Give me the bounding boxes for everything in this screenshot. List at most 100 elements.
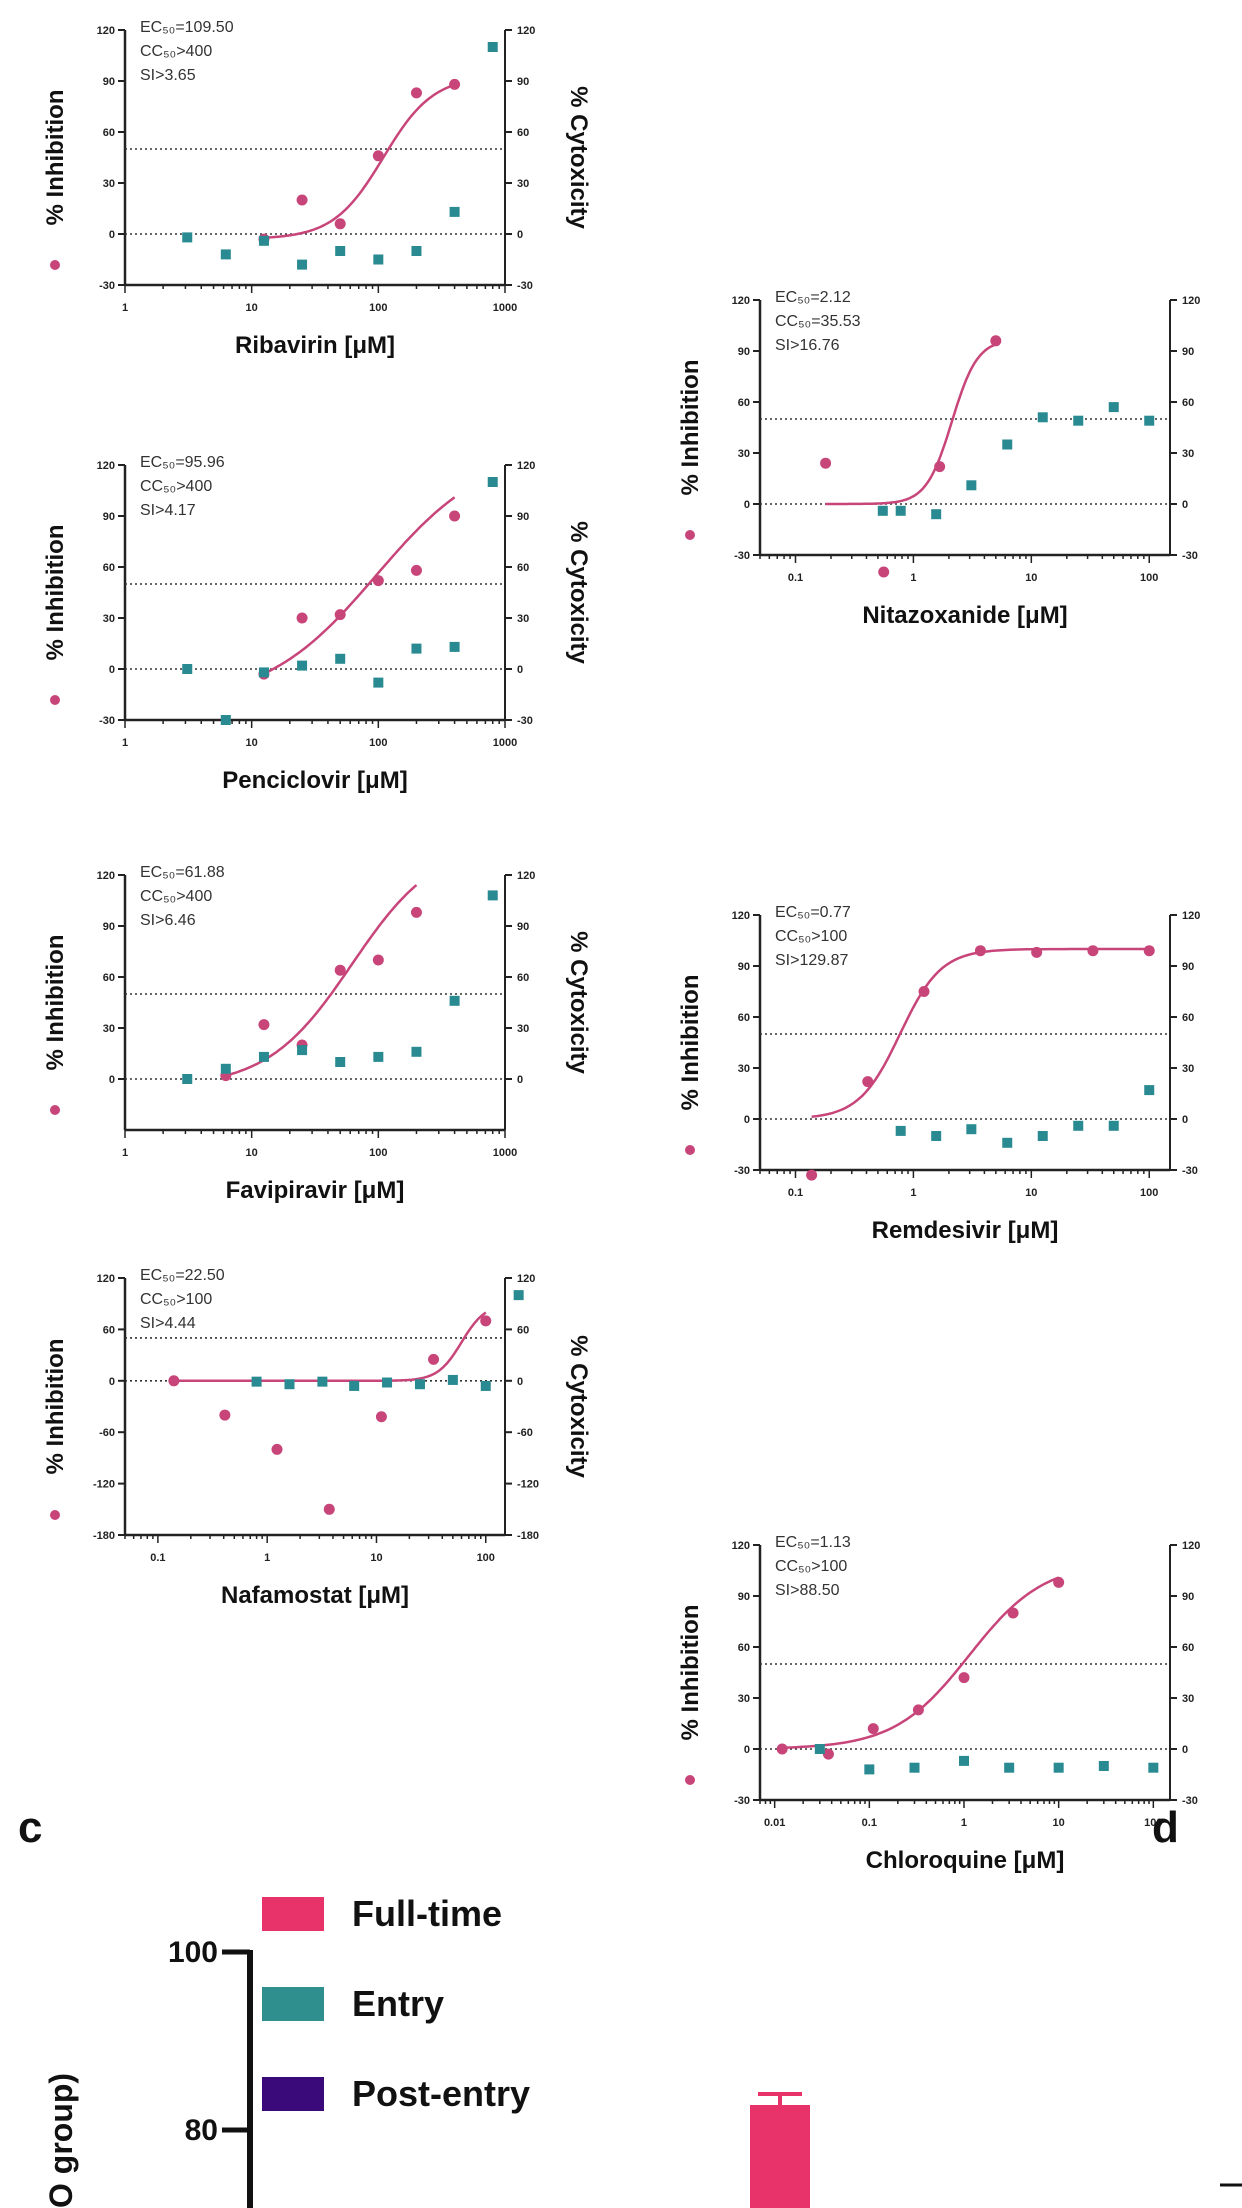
cytotoxicity-point [382,1377,393,1388]
y-tick-label-right: 60 [1182,1642,1194,1654]
cytotoxicity-point [411,1046,422,1057]
cytotoxicity-point [297,1045,308,1056]
inhibition-point [410,564,422,576]
fit-curve [263,83,456,239]
cytotoxicity-point [1004,1762,1015,1773]
cytotoxicity-point [411,643,422,654]
chart-chloroquine: -30 -30 0 0 30 30 60 60 90 90 120 120 0.01 0.1 1 10 100 E… [677,1534,1200,1874]
x-tick-label: 0.1 [788,1187,803,1199]
y-tick-label-left: 120 [97,1273,115,1285]
inhibition-legend-marker [685,530,695,540]
legend-label-entry: Entry [352,1983,444,2024]
fit-curve [825,343,997,506]
x-tick-label: 100 [369,737,387,749]
y-tick-label-right: 120 [1182,1540,1200,1552]
y-axis-label-left: % Inhibition [677,1605,704,1741]
x-tick-label: 1 [122,737,128,749]
cytotoxicity-point [966,480,977,491]
annotation-1: CC₅₀>400 [140,43,212,60]
cytotoxicity-point [931,509,942,520]
y-tick-label-left: -60 [99,1427,115,1439]
inhibition-legend-marker [685,1775,695,1785]
inhibition-legend-marker [50,260,60,270]
x-tick-label: 0.1 [862,1817,877,1829]
cytotoxicity-point [414,1379,425,1390]
annotation-2: SI>4.17 [140,502,196,519]
cytotoxicity-point [373,1051,384,1062]
y-tick-label-left: -30 [99,715,115,727]
cytotoxicity-point [449,641,460,652]
fit-curve [811,947,1150,1119]
x-tick-label: 0.1 [788,572,803,584]
cytotoxicity-point [220,249,231,260]
y-tick-label-right: 90 [517,921,529,933]
cytotoxicity-point [220,1063,231,1074]
annotation-0: EC₅₀=109.50 [140,19,234,36]
inhibition-point [410,87,422,99]
inhibition-point [372,150,384,162]
x-axis-label: Chloroquine [μM] [866,1847,1065,1874]
y-tick-label-right: 60 [517,1324,529,1336]
y-tick-label-left: 90 [103,511,115,523]
inhibition-point [862,1076,874,1088]
inhibition-point [918,986,930,997]
legend-swatch-entry [262,1987,324,2021]
cytotoxicity-point [182,664,193,674]
cytotoxicity-point [1144,415,1155,426]
cytotoxicity-point [1144,1085,1155,1096]
cytotoxicity-point [487,890,498,901]
y-tick-label-left: 30 [103,613,115,625]
cytotoxicity-point [1037,412,1048,423]
x-axis-label: Favipiravir [μM] [226,1177,405,1204]
y-tick-label-right: 0 [1182,499,1188,511]
y-tick-label-right: -30 [1182,550,1198,562]
cytotoxicity-point [373,254,384,265]
annotation-0: EC₅₀=95.96 [140,454,225,471]
inhibition-point [296,194,308,206]
y-tick-label-left: 30 [738,1693,750,1705]
annotation-2: SI>129.87 [775,952,849,969]
x-tick-label: 1 [264,1552,270,1564]
cytotoxicity-point [411,246,422,256]
y-tick-label-left: 0 [109,1376,115,1388]
inhibition-point [934,461,946,473]
y-tick-label-right: -30 [1182,1795,1198,1807]
x-tick-label: 1 [910,1187,916,1199]
inhibition-point [334,964,346,976]
y-tick-label-left: 0 [744,499,750,511]
y-tick-label-left: 30 [738,1063,750,1075]
annotation-2: SI>6.46 [140,912,196,929]
cytotoxicity-point [258,1051,269,1062]
cytotoxicity-point [895,505,906,516]
y-tick-label-right: 120 [517,25,535,37]
x-tick-label: 100 [1144,1817,1162,1829]
y-tick-label-right: 120 [1182,295,1200,307]
y-axis-label-right: % Cytoxicity [565,86,592,229]
y-tick-label-left: 120 [97,25,115,37]
inhibition-point [296,612,308,624]
inhibition-legend-marker [50,695,60,705]
cytotoxicity-point [258,235,269,246]
x-tick-label: 1 [122,1147,128,1159]
annotation-0: EC₅₀=22.50 [140,1267,225,1284]
annotation-2: SI>88.50 [775,1582,840,1599]
y-tick-label-left: 120 [732,910,750,922]
y-tick-label-right: 30 [1182,1063,1194,1075]
x-tick-label: 1000 [493,737,517,749]
cytotoxicity-point [373,677,384,688]
y-axis-label-left: % Inhibition [42,90,69,226]
y-tick-label-right: 120 [517,1273,535,1285]
y-tick-label-left: -180 [93,1530,115,1542]
inhibition-legend-marker [50,1510,60,1520]
y-tick-label-left: -30 [734,550,750,562]
cytotoxicity-point [251,1376,262,1387]
y-tick-label-left: 0 [109,229,115,241]
legend-swatch-full-time [262,1897,324,1931]
y-tick-label-right: 0 [517,664,523,676]
c-y-tick-label-80: 80 [185,2114,218,2147]
y-tick-label-right: 30 [517,1023,529,1035]
cytotoxicity-point [1073,415,1084,426]
inhibition-point [878,566,890,578]
x-axis-label: Nitazoxanide [μM] [862,602,1067,629]
inhibition-point [867,1723,879,1735]
